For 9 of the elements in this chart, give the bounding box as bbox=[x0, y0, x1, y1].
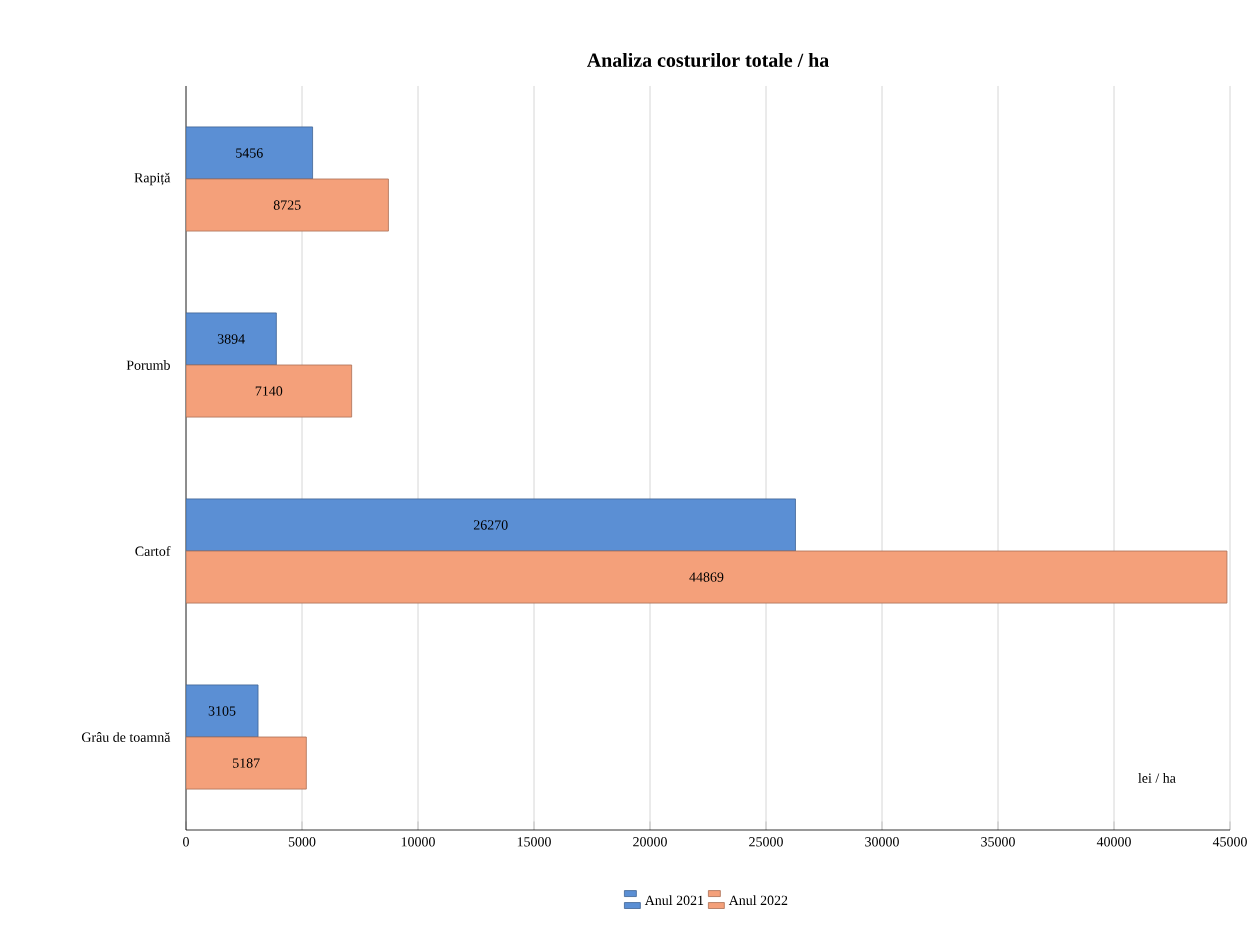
chart-title: Analiza costurilor totale / ha bbox=[586, 52, 829, 67]
bar bbox=[186, 550, 1228, 604]
bar bbox=[186, 126, 313, 180]
bar bbox=[186, 684, 259, 738]
bar bbox=[186, 498, 796, 552]
bar bbox=[186, 178, 389, 232]
bar bbox=[186, 312, 277, 366]
bar bbox=[186, 736, 307, 790]
bar bbox=[186, 364, 353, 418]
